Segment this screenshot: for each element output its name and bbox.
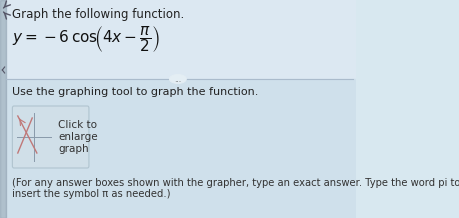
Text: Click to: Click to: [58, 120, 97, 129]
Text: graph: graph: [58, 144, 89, 154]
Bar: [6, 0, 355, 79]
Ellipse shape: [169, 75, 186, 83]
Text: (For any answer boxes shown with the grapher, type an exact answer. Type the wor: (For any answer boxes shown with the gra…: [12, 178, 459, 188]
Text: insert the symbol π as needed.): insert the symbol π as needed.): [12, 189, 170, 199]
Text: $y = -6\,\mathrm{cos}\!\left(4x - \dfrac{\pi}{2}\right)$: $y = -6\,\mathrm{cos}\!\left(4x - \dfrac…: [12, 24, 160, 54]
Bar: [6, 79, 355, 218]
Text: Use the graphing tool to graph the function.: Use the graphing tool to graph the funct…: [12, 87, 258, 97]
FancyBboxPatch shape: [12, 106, 89, 168]
Text: enlarge: enlarge: [58, 132, 97, 142]
Bar: [0, 0, 6, 218]
Text: ...: ...: [174, 75, 181, 83]
Text: Graph the following function.: Graph the following function.: [12, 8, 184, 21]
